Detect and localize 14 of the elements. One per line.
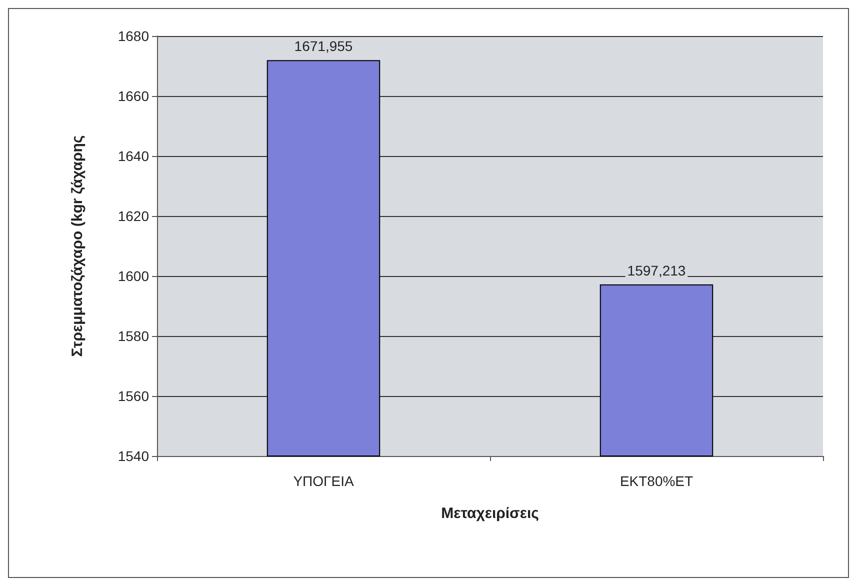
x-axis-title: Μεταχειρίσεις [441,505,540,522]
data-label: 1671,955 [294,38,353,54]
y-tick-label: 1540 [118,448,150,464]
y-tick-label: 1580 [118,328,150,344]
y-tick-label: 1620 [118,208,150,224]
y-tick-label: 1640 [118,148,150,164]
y-tick-label: 1560 [118,388,150,404]
y-tick-label: 1660 [118,88,150,104]
x-tick-label: ΥΠΟΓΕΙΑ [293,473,354,489]
data-label: 1597,213 [627,262,686,278]
y-tick-label: 1600 [118,268,150,284]
y-axis-title: Στρεμματοζάχαρο (kgr ζάχαρης [69,135,86,357]
x-tick-label: ΕΚΤ80%ΕΤ [620,473,694,489]
y-tick-label: 1680 [118,28,150,44]
